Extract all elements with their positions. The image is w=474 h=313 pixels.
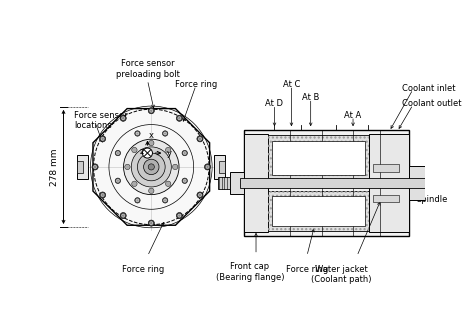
Circle shape [136,132,139,135]
Circle shape [182,150,187,156]
Circle shape [124,139,179,195]
Text: Front cap
(Bearing flange): Front cap (Bearing flange) [216,262,284,282]
Text: At C: At C [283,80,300,89]
Text: Force ring: Force ring [286,265,328,274]
Circle shape [163,131,168,136]
Bar [219,161,225,173]
Circle shape [150,222,153,225]
Text: Force ring: Force ring [175,80,217,89]
Circle shape [178,214,181,217]
Circle shape [165,181,171,187]
Bar [268,135,369,181]
Text: Coolant outlet: Coolant outlet [401,99,461,108]
Bar [218,177,230,189]
Circle shape [183,152,186,154]
Circle shape [197,192,203,198]
Circle shape [135,198,140,203]
Circle shape [164,132,166,135]
Bar [272,141,365,176]
Circle shape [148,220,155,226]
Circle shape [149,140,154,146]
Text: Water jacket
(Coolant path): Water jacket (Coolant path) [311,265,372,284]
Text: At D: At D [265,99,283,108]
Circle shape [125,164,130,170]
Text: Force sensor
locations: Force sensor locations [74,111,128,130]
Bar [272,196,365,226]
Circle shape [92,164,98,170]
Bar [268,191,369,231]
Bar [373,164,399,172]
Circle shape [144,159,159,175]
Text: At A: At A [345,111,362,120]
Bar [244,134,268,232]
Circle shape [148,164,155,170]
Polygon shape [93,109,210,225]
Circle shape [122,117,125,120]
Bar [369,134,409,232]
Bar [409,166,426,200]
Circle shape [206,165,209,168]
Text: 278 mm: 278 mm [50,148,59,186]
Bar [214,155,225,179]
Circle shape [164,199,166,202]
Circle shape [182,178,187,183]
Bar [268,135,369,181]
Bar [77,161,83,173]
Circle shape [115,150,120,156]
Circle shape [117,179,119,182]
Circle shape [149,188,154,193]
Bar [244,130,409,236]
Circle shape [183,179,186,182]
Text: Coolant inlet: Coolant inlet [401,84,455,93]
Circle shape [176,115,182,121]
Circle shape [117,152,119,154]
Circle shape [204,164,210,170]
Circle shape [136,199,139,202]
Circle shape [148,108,155,114]
Text: y: y [167,149,172,157]
Circle shape [120,213,126,219]
Text: Force ring: Force ring [122,265,165,274]
Circle shape [137,153,165,181]
Bar [230,172,244,194]
Text: z: z [139,147,143,156]
Circle shape [132,181,137,187]
Circle shape [100,192,106,198]
Circle shape [115,178,120,183]
Text: At B: At B [302,93,319,102]
Circle shape [199,193,201,197]
Text: Force sensor
preloading bolt: Force sensor preloading bolt [116,59,179,79]
Bar [240,178,433,188]
Text: x: x [149,131,154,140]
Circle shape [122,214,125,217]
Circle shape [135,131,140,136]
Circle shape [100,136,106,142]
Circle shape [120,115,126,121]
Circle shape [101,137,104,140]
Circle shape [101,193,104,197]
Circle shape [176,213,182,219]
Circle shape [131,147,171,187]
Bar [426,172,432,195]
Bar [268,191,369,231]
Circle shape [197,136,203,142]
Circle shape [143,148,153,158]
Circle shape [132,147,137,153]
Bar [373,195,399,202]
Circle shape [165,147,171,153]
Circle shape [178,117,181,120]
Text: Spindle: Spindle [417,195,448,204]
Circle shape [173,164,178,170]
Bar [77,155,88,179]
Circle shape [93,165,97,168]
Circle shape [163,198,168,203]
Circle shape [150,109,153,112]
Circle shape [199,137,201,140]
